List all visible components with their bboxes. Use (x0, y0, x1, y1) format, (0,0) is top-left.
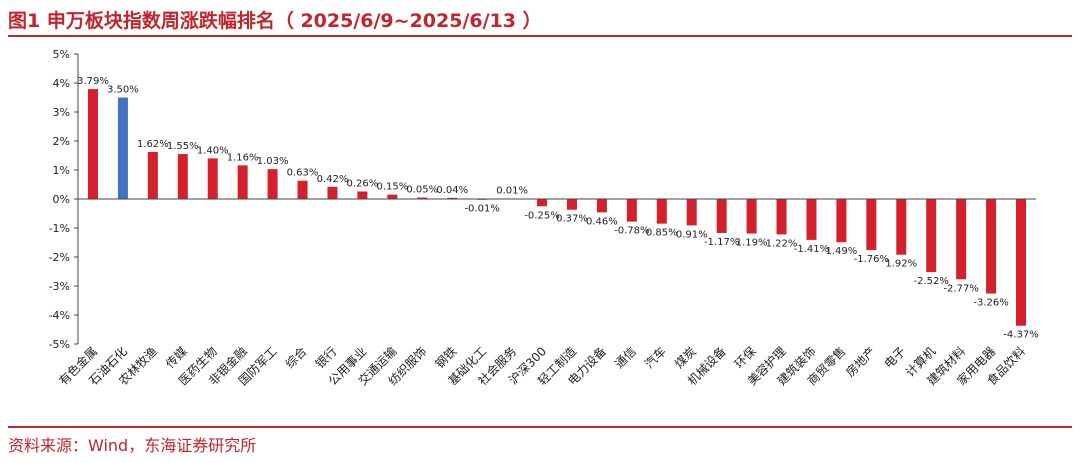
data-label: -2.77% (943, 283, 978, 294)
bar-chart: 5% 4% 3% 2% 1% 0% -1% -2% -3% -4% -5% 3.79%3.50% 1.… (49, 48, 1039, 389)
data-labels: 3.79%3.50% 1.62%1.55%1.40%1.16%1.03%0.63%… (77, 76, 1039, 341)
data-label: -2.52% (914, 276, 949, 287)
data-label: 0.26% (347, 178, 379, 189)
bar-1 (87, 89, 98, 199)
data-label: 0.46% (586, 216, 618, 227)
bar-28 (896, 199, 907, 255)
data-label: 1.40% (197, 145, 229, 156)
y-tick-label: 1% (53, 164, 70, 177)
data-label: 0.85% (646, 228, 678, 239)
bar-2 (117, 97, 128, 199)
bar-series (87, 89, 1027, 326)
bar-31 (986, 199, 997, 294)
bar-17 (566, 199, 577, 210)
category-label: 房地产 (842, 344, 878, 380)
bar-23 (746, 199, 757, 234)
y-tick-label: 5% (53, 48, 70, 61)
data-label: 1.55% (167, 141, 199, 152)
data-label: -1.41% (794, 244, 829, 255)
data-label: -1.17% (704, 237, 739, 248)
bar-21 (686, 199, 697, 226)
bar-24 (776, 199, 787, 235)
data-label: 0.63% (287, 168, 319, 179)
bar-32 (1016, 199, 1027, 326)
data-label: -0.25% (524, 210, 559, 221)
data-label: 1.19% (736, 238, 768, 249)
data-label: -0.01% (464, 203, 499, 214)
y-tick-label: -1% (49, 222, 70, 235)
source-note: 资料来源：Wind，东海证券研究所 (8, 436, 257, 455)
data-label: -4.37% (1003, 330, 1038, 341)
bar-29 (926, 199, 937, 273)
bar-19 (626, 199, 637, 222)
data-label: 0.15% (376, 182, 408, 193)
category-label: 综合 (282, 344, 310, 372)
bar-20 (656, 199, 667, 224)
category-label: 通信 (612, 344, 639, 371)
bar-30 (956, 199, 967, 280)
data-label: 1.92% (885, 259, 917, 270)
bar-16 (537, 199, 548, 207)
y-tick-label: 2% (53, 135, 70, 148)
data-label: -3.26% (973, 298, 1008, 309)
bar-26 (836, 199, 847, 243)
data-label: 1.03% (257, 156, 289, 167)
bar-5 (207, 158, 218, 199)
data-label: 1.49% (826, 246, 858, 257)
y-tick-label: -5% (49, 338, 70, 351)
data-label: 0.91% (676, 229, 708, 240)
bar-12 (417, 197, 428, 199)
y-axis: 5% 4% 3% 2% 1% 0% -1% -2% -3% -4% -5% (49, 48, 79, 351)
y-tick-label: 0% (53, 193, 70, 206)
category-label: 汽车 (641, 344, 669, 372)
bar-7 (267, 169, 278, 199)
data-label: 1.16% (227, 152, 259, 163)
data-label: 3.79% (77, 76, 109, 87)
data-label: 1.22% (766, 238, 798, 249)
data-label: 0.42% (317, 174, 349, 185)
y-tick-label: 4% (53, 77, 70, 90)
data-label: 0.37% (556, 214, 588, 225)
bar-22 (716, 199, 727, 233)
bar-8 (297, 180, 308, 199)
category-label: 传媒 (162, 344, 190, 372)
y-tick-label: -4% (49, 309, 70, 322)
data-label: 0.05% (406, 185, 438, 196)
data-label: 0.01% (496, 186, 528, 197)
footer-divider (8, 426, 1072, 428)
bar-10 (357, 191, 368, 199)
chart-title: 图1 申万板块指数周涨跌幅排名（ 2025/6/9~2025/6/13 ） (8, 10, 542, 32)
y-tick-label: -2% (49, 251, 70, 264)
data-label: 0.04% (436, 185, 468, 196)
data-label: 1.62% (137, 139, 169, 150)
bar-4 (177, 154, 188, 199)
bar-9 (327, 186, 338, 199)
data-label: 3.50% (107, 85, 139, 96)
title-divider (8, 35, 1072, 37)
data-label: -1.76% (854, 254, 889, 265)
bar-6 (237, 165, 248, 199)
bar-13 (447, 197, 458, 199)
y-tick-label: 3% (53, 106, 70, 119)
bar-18 (596, 199, 607, 213)
bar-25 (806, 199, 817, 240)
y-tick-label: -3% (49, 280, 70, 293)
bar-27 (866, 199, 877, 251)
bar-11 (387, 194, 398, 199)
bar-3 (147, 152, 158, 199)
data-label: -0.78% (614, 226, 649, 237)
